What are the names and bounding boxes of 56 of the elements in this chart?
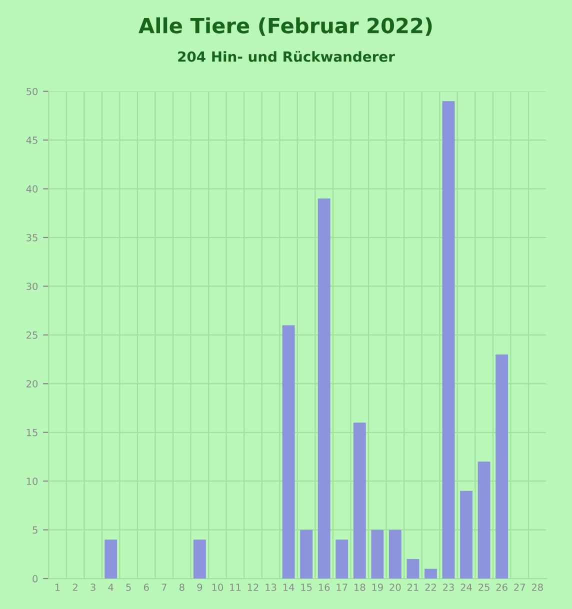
chart-subtitle: 204 Hin- und Rückwanderer bbox=[178, 50, 395, 62]
x-tick-label: 25 bbox=[478, 584, 490, 591]
x-tick-label: 8 bbox=[179, 584, 184, 591]
y-tick-label: 45 bbox=[26, 136, 38, 144]
x-tick-label: 23 bbox=[443, 584, 454, 591]
bar bbox=[478, 462, 490, 579]
x-tick-label: 21 bbox=[407, 584, 418, 591]
y-tick-label: 10 bbox=[26, 478, 38, 485]
x-tick-label: 5 bbox=[126, 584, 131, 591]
y-tick-label: 35 bbox=[26, 234, 38, 242]
x-tick-label: 2 bbox=[72, 584, 78, 591]
x-tick-label: 17 bbox=[336, 584, 348, 591]
x-tick-label: 1 bbox=[55, 584, 60, 591]
x-tick-label: 7 bbox=[162, 584, 166, 591]
bar bbox=[442, 101, 455, 579]
x-tick-label: 11 bbox=[230, 584, 241, 591]
x-tick-label: 28 bbox=[532, 584, 543, 591]
bar bbox=[460, 490, 473, 579]
y-tick-label: 15 bbox=[26, 428, 38, 436]
chart-title: Alle Tiere (Februar 2022) bbox=[138, 17, 432, 36]
y-tick-label: 5 bbox=[32, 526, 38, 534]
bar bbox=[406, 559, 420, 579]
x-tick-label: 10 bbox=[212, 584, 223, 591]
x-tick-label: 20 bbox=[390, 584, 401, 591]
x-tick-label: 4 bbox=[108, 584, 114, 591]
x-tick-label: 13 bbox=[266, 584, 276, 591]
x-tick-label: 6 bbox=[144, 584, 149, 591]
bar bbox=[104, 540, 118, 579]
bar bbox=[496, 354, 508, 579]
x-tick-label: 27 bbox=[514, 584, 525, 591]
y-tick-label: 50 bbox=[26, 88, 38, 96]
bar bbox=[371, 530, 384, 579]
x-tick-label: 3 bbox=[90, 584, 96, 591]
x-tick-label: 15 bbox=[301, 584, 312, 591]
x-tick-label: 14 bbox=[283, 584, 294, 591]
y-tick-label: 40 bbox=[26, 185, 38, 193]
bar bbox=[300, 530, 313, 579]
y-tick-label: 25 bbox=[26, 331, 38, 339]
x-tick-label: 16 bbox=[318, 584, 330, 591]
bar bbox=[318, 198, 330, 579]
x-tick-label: 9 bbox=[197, 584, 202, 591]
x-tick-label: 18 bbox=[354, 584, 366, 591]
bar bbox=[353, 422, 366, 579]
x-tick-label: 19 bbox=[372, 584, 383, 591]
bar bbox=[388, 530, 402, 579]
x-tick-label: 22 bbox=[425, 584, 436, 591]
x-tick-label: 12 bbox=[248, 584, 258, 591]
bar bbox=[193, 540, 206, 579]
x-tick-label: 24 bbox=[460, 584, 472, 591]
bar bbox=[424, 568, 437, 579]
y-tick-label: 20 bbox=[26, 380, 38, 388]
y-tick-label: 30 bbox=[26, 282, 38, 290]
bar bbox=[282, 325, 295, 579]
y-tick-label: 0 bbox=[32, 575, 38, 582]
x-tick-label: 26 bbox=[496, 584, 508, 591]
bar bbox=[336, 540, 348, 579]
